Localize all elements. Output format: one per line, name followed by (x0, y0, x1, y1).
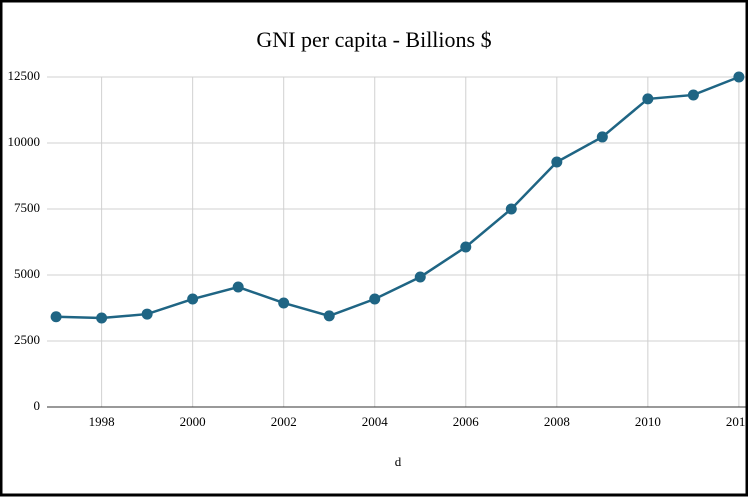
y-tick-label: 12500 (8, 68, 41, 83)
x-tick-label: 2012 (726, 414, 748, 429)
point (733, 71, 745, 83)
x-tick-label: 2010 (635, 414, 661, 429)
point (232, 281, 244, 293)
y-tick-label: 10000 (8, 134, 41, 149)
point (187, 293, 199, 305)
point (460, 241, 472, 253)
x-axis-label: d (395, 454, 402, 469)
x-tick-label: 1998 (89, 414, 115, 429)
point (141, 308, 153, 320)
point (642, 93, 654, 105)
x-tick-label: 2000 (180, 414, 206, 429)
point (323, 310, 335, 322)
point (505, 203, 517, 215)
point (369, 293, 381, 305)
line (56, 75, 740, 320)
point (50, 311, 62, 323)
y-tick-label: 5000 (14, 266, 40, 281)
y-tick-label: 7500 (14, 200, 40, 215)
point (687, 89, 699, 101)
point (551, 156, 563, 168)
point (278, 297, 290, 309)
chart-title: GNI per capita - Billions $ (256, 27, 491, 52)
x-tick-label: 2006 (453, 414, 480, 429)
x-tick-label: 2008 (544, 414, 570, 429)
y-tick-label: 0 (34, 398, 41, 413)
point (414, 271, 426, 283)
x-tick-label: 2002 (271, 414, 297, 429)
x-tick-label: 2004 (362, 414, 389, 429)
point (596, 131, 608, 143)
y-tick-label: 2500 (14, 332, 40, 347)
point (96, 312, 108, 324)
